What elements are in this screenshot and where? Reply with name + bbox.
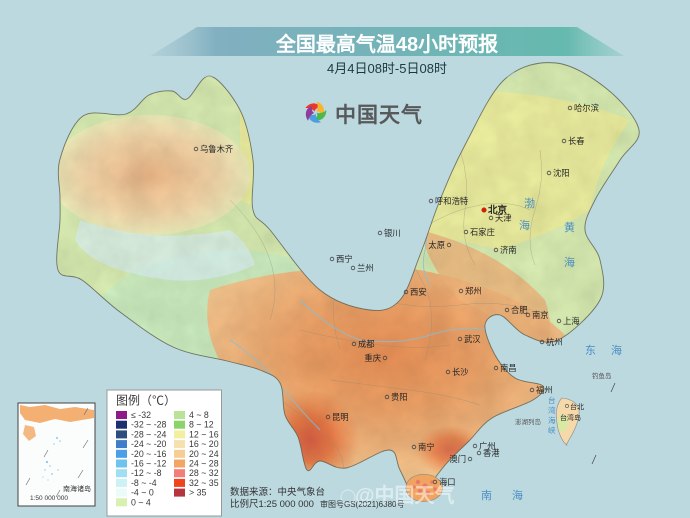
svg-text:数据来源：中央气象台: 数据来源：中央气象台 — [230, 486, 325, 498]
svg-text:比例尺1:25 000 000: 比例尺1:25 000 000 — [230, 498, 314, 510]
svg-text:@中国天气: @中国天气 — [355, 483, 455, 507]
